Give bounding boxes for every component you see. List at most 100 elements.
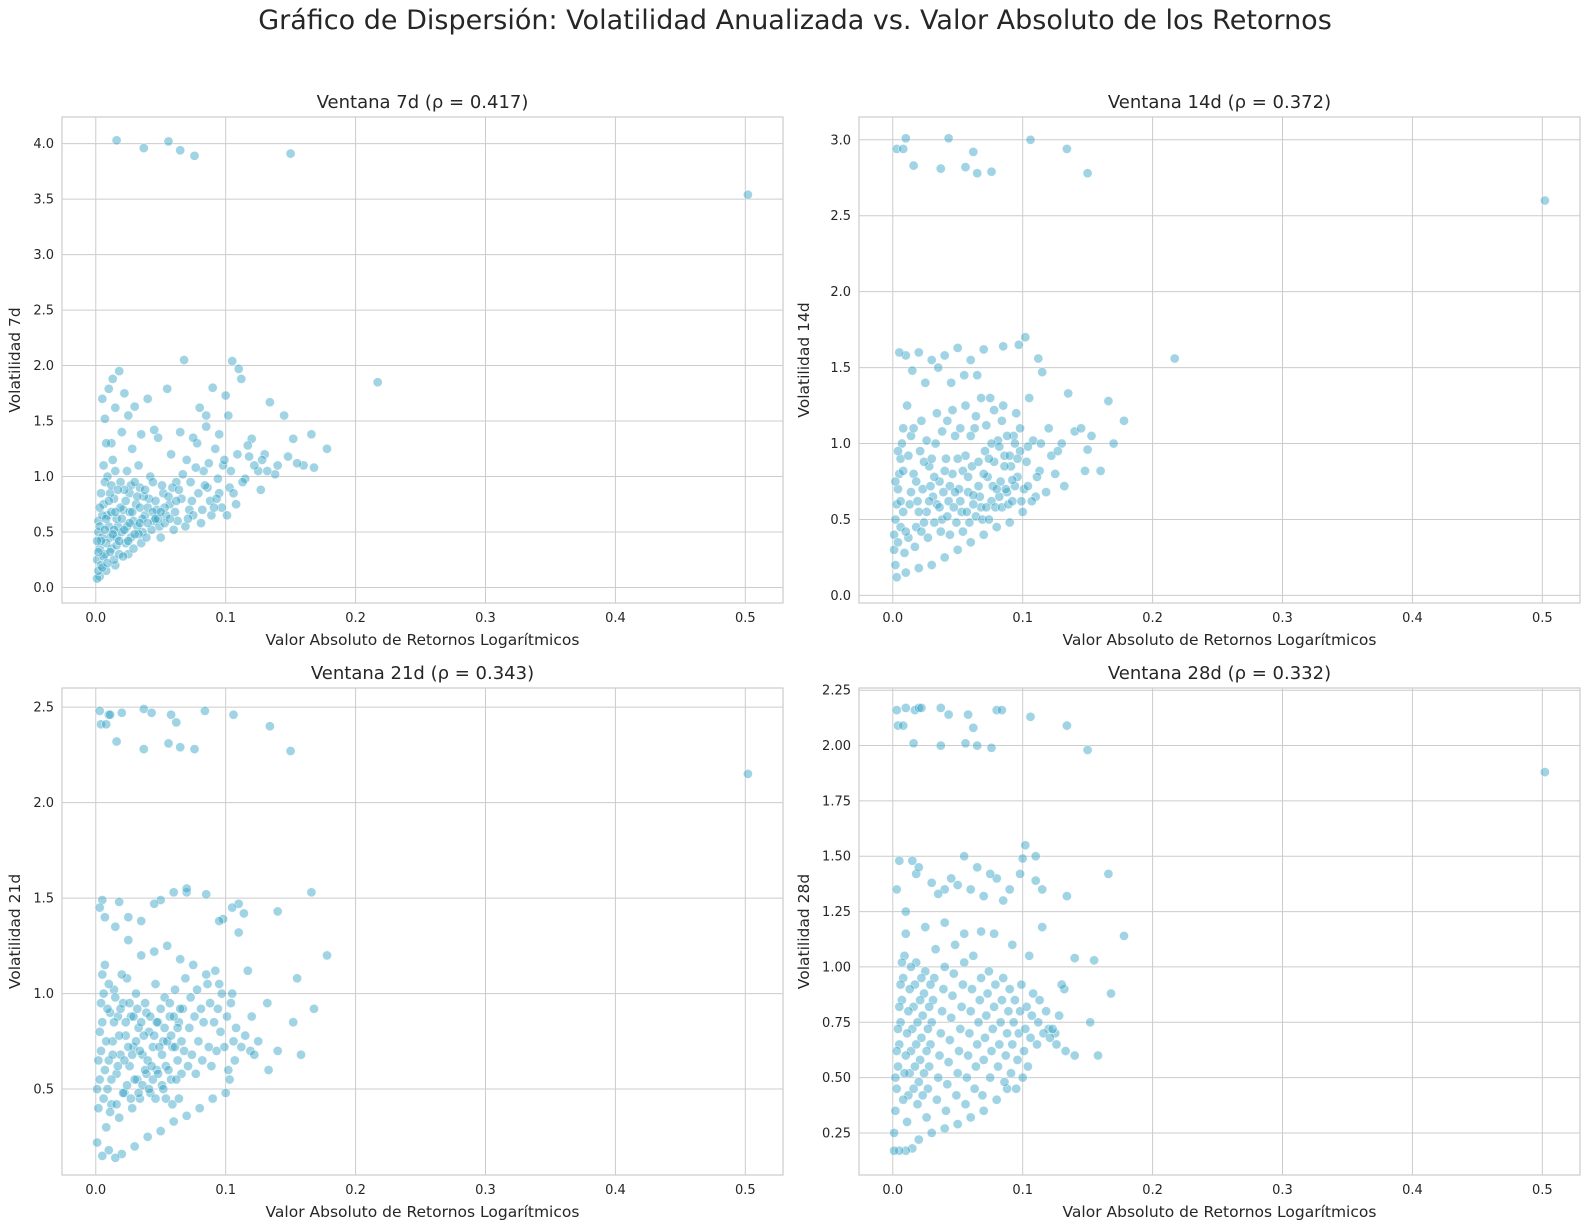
x-tick-label: 0.0 — [85, 611, 106, 626]
data-point — [141, 1007, 152, 1018]
data-point — [166, 1074, 176, 1085]
data-point — [209, 502, 219, 513]
data-point — [228, 1036, 239, 1047]
data-point — [917, 1090, 928, 1101]
data-point — [176, 1036, 187, 1047]
data-point — [951, 517, 962, 528]
data-point — [968, 499, 979, 510]
data-point — [929, 517, 940, 528]
data-point — [952, 1119, 963, 1129]
data-point — [913, 347, 924, 358]
data-point — [915, 446, 925, 456]
data-point — [1012, 453, 1023, 464]
data-point — [231, 499, 241, 510]
data-point — [120, 495, 131, 506]
data-point — [181, 454, 192, 465]
x-axis-label: Valor Absoluto de Retornos Logarítmicos — [266, 631, 580, 649]
data-point — [971, 411, 981, 422]
data-point — [987, 1024, 998, 1034]
data-point — [214, 916, 225, 926]
data-point — [955, 423, 966, 434]
data-point — [236, 1042, 247, 1052]
data-point — [989, 405, 999, 415]
data-point — [93, 1055, 104, 1066]
x-tick-label: 0.2 — [1142, 611, 1163, 626]
y-tick-label: 1.0 — [33, 470, 54, 485]
data-point — [1045, 1032, 1055, 1043]
data-point — [924, 496, 935, 507]
data-point — [1023, 481, 1033, 491]
data-point — [224, 482, 235, 493]
data-point — [212, 1003, 223, 1014]
data-point — [1082, 444, 1093, 455]
data-point — [906, 962, 916, 972]
data-point — [991, 484, 1002, 494]
data-point — [129, 1141, 140, 1152]
data-point — [906, 430, 916, 441]
y-tick-label: 1.25 — [822, 905, 851, 920]
y-tick-label: 0.75 — [822, 1016, 851, 1031]
data-point — [120, 1017, 131, 1028]
data-point — [973, 456, 984, 467]
data-point — [133, 460, 144, 471]
data-point — [136, 916, 147, 926]
data-point — [136, 1017, 147, 1028]
data-point — [151, 1065, 162, 1075]
data-point — [893, 720, 903, 731]
data-point — [1024, 393, 1035, 403]
data-point — [893, 537, 903, 548]
data-point — [939, 962, 950, 972]
data-point — [242, 965, 253, 976]
data-point — [959, 957, 970, 968]
data-point — [292, 973, 302, 984]
data-point — [890, 476, 901, 487]
x-tick-label: 0.3 — [475, 1183, 496, 1198]
data-point — [92, 1137, 102, 1148]
data-point — [921, 1046, 932, 1056]
data-point — [288, 433, 299, 444]
data-point — [1007, 1039, 1018, 1050]
data-point — [933, 1072, 944, 1083]
data-point — [997, 415, 1007, 426]
data-point — [107, 1049, 118, 1060]
data-point — [93, 1103, 104, 1114]
data-point — [984, 514, 994, 525]
data-point — [743, 189, 753, 200]
data-point — [1008, 1017, 1019, 1028]
data-point — [963, 471, 973, 482]
data-point — [984, 966, 994, 977]
data-point — [168, 1116, 179, 1127]
data-point — [203, 458, 214, 469]
data-point — [985, 393, 996, 403]
data-point — [1059, 481, 1070, 491]
x-tick-label: 0.3 — [1272, 1183, 1293, 1198]
data-point — [889, 1128, 899, 1138]
data-point — [309, 1003, 319, 1014]
data-point — [1000, 1050, 1011, 1061]
data-point — [155, 532, 166, 543]
data-point — [222, 510, 232, 521]
y-tick-label: 0.50 — [822, 1071, 851, 1086]
data-point — [1069, 953, 1080, 963]
data-point — [172, 1055, 183, 1066]
data-point — [168, 524, 179, 535]
data-point — [153, 432, 163, 443]
x-tick-label: 0.4 — [605, 611, 626, 626]
data-point — [233, 927, 244, 938]
data-point — [1069, 426, 1080, 437]
data-point — [991, 522, 1002, 532]
data-point — [932, 408, 942, 419]
data-point — [919, 1068, 929, 1079]
data-point — [177, 1003, 188, 1014]
data-point — [102, 1084, 113, 1094]
data-point — [115, 1049, 126, 1060]
data-point — [158, 1084, 169, 1094]
data-point — [894, 468, 905, 479]
data-point — [982, 988, 993, 999]
data-point — [924, 1061, 935, 1072]
y-axis-label: Volatilidad 21d — [6, 874, 24, 989]
data-point — [921, 1112, 932, 1123]
data-point — [170, 507, 180, 517]
data-point — [981, 420, 992, 431]
